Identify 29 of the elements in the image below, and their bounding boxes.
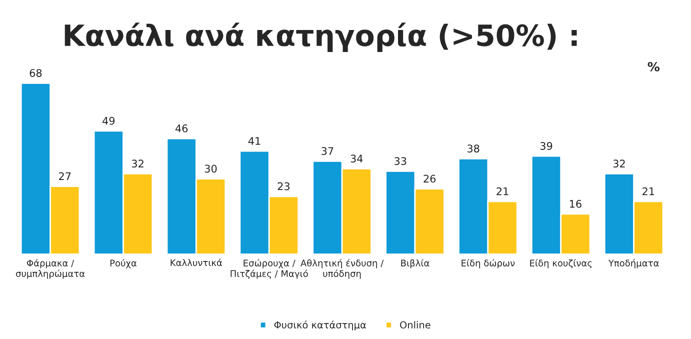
legend-label: Φυσικό κατάστημα — [274, 320, 366, 330]
data-label: 34 — [350, 154, 363, 163]
x-tick-label: Φάρμακα / συμπληρώματα — [16, 259, 85, 279]
x-tick-label: Είδη κουζίνας — [530, 259, 592, 268]
data-label: 16 — [570, 200, 582, 208]
data-label: 23 — [278, 182, 290, 190]
x-tick-label: Καλλυντικά — [170, 258, 222, 266]
data-label: 46 — [175, 124, 188, 132]
text: % — [648, 62, 660, 72]
data-label: 38 — [468, 144, 480, 152]
data-label: 21 — [642, 187, 654, 196]
data-label: 33 — [394, 157, 406, 166]
data-label: 32 — [613, 160, 625, 168]
x-tick-label: Βιβλία — [401, 259, 430, 268]
data-label: 21 — [496, 187, 508, 196]
data-label: 49 — [102, 116, 115, 125]
data-label: 32 — [132, 160, 144, 168]
data-label: 68 — [30, 69, 42, 77]
x-tick-label: Υποδήματα — [608, 259, 659, 268]
data-label: 37 — [322, 147, 334, 155]
x-tick-label: Ρούχα — [110, 259, 136, 268]
data-label: 30 — [204, 164, 217, 173]
chart-title: Κανάλι ανά κατηγορία (>50%) : — [64, 22, 577, 52]
data-label: 41 — [248, 137, 260, 145]
legend-label: Online — [400, 321, 430, 329]
data-label: 39 — [540, 142, 552, 150]
data-label: 26 — [424, 174, 436, 183]
data-label: 27 — [59, 172, 71, 180]
x-tick-label: Είδη δώρων — [462, 259, 515, 268]
